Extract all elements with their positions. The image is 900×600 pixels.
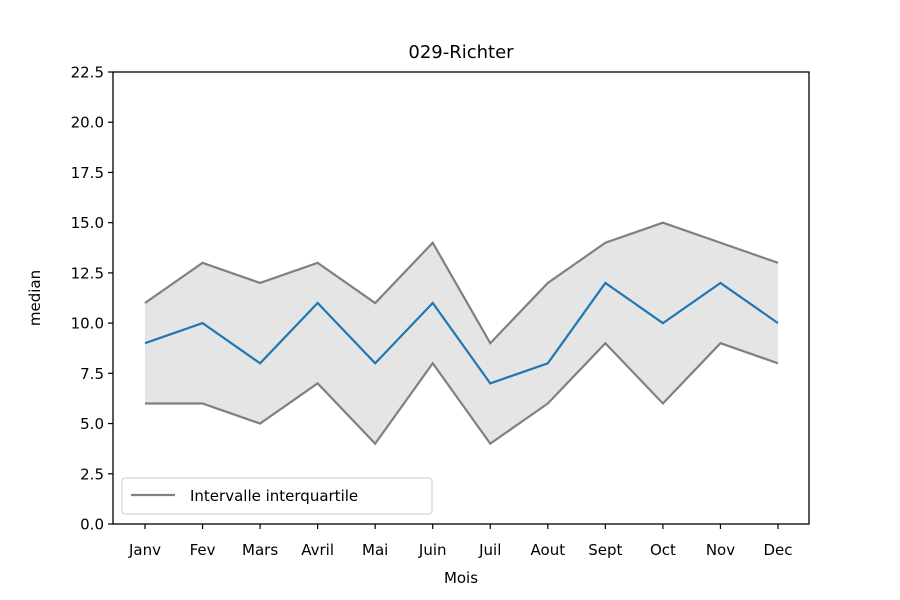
y-axis: 0.0 2.5 5.0 7.5 10.0 12.5 15.0 17.5 20.0 22.5 bbox=[71, 64, 113, 534]
y-tick-label: 20.0 bbox=[71, 114, 104, 132]
x-tick-label: Sept bbox=[588, 541, 622, 559]
legend-box bbox=[121, 477, 433, 515]
x-tick-label: Juin bbox=[418, 541, 447, 559]
y-tick-label: 10.0 bbox=[71, 315, 104, 333]
legend: Intervalle interquartile bbox=[121, 477, 433, 515]
iqr-upper-line bbox=[144, 221, 779, 346]
y-tick-label: 22.5 bbox=[71, 64, 104, 82]
x-tick-label: Juil bbox=[478, 541, 501, 559]
x-tick-label: Mai bbox=[362, 541, 388, 559]
x-tick-label: Mars bbox=[242, 541, 278, 559]
y-axis-title: median bbox=[26, 270, 44, 326]
y-tick-label: 2.5 bbox=[80, 465, 104, 483]
x-tick-label: Dec bbox=[763, 541, 792, 559]
x-tick-label: Nov bbox=[706, 541, 735, 559]
legend-label: Intervalle interquartile bbox=[190, 487, 358, 505]
median-series-line bbox=[144, 281, 779, 385]
x-tick-label: Fev bbox=[190, 541, 216, 559]
x-axis: Janv Fev Mars Avril Mai Juin Juil Aout Sept Oct No… bbox=[128, 524, 793, 559]
y-tick-label: 7.5 bbox=[80, 365, 104, 383]
y-tick-label: 5.0 bbox=[80, 415, 104, 433]
y-tick-label: 12.5 bbox=[71, 264, 104, 282]
x-axis-title: Mois bbox=[444, 569, 478, 587]
x-tick-label: Avril bbox=[301, 541, 334, 559]
plot-area-frame bbox=[112, 71, 810, 525]
iqr-band-fill bbox=[145, 222, 778, 444]
iqr-lower-line bbox=[145, 341, 779, 446]
chart-title: 029-Richter bbox=[408, 42, 514, 63]
x-tick-label: Aout bbox=[531, 541, 566, 559]
x-tick-label: Janv bbox=[128, 541, 161, 559]
x-tick-label: Oct bbox=[650, 541, 676, 559]
y-tick-label: 0.0 bbox=[80, 516, 104, 534]
series-layer bbox=[144, 281, 779, 385]
y-tick-label: 17.5 bbox=[71, 164, 104, 182]
iqr-band bbox=[144, 221, 779, 446]
y-tick-label: 15.0 bbox=[71, 214, 104, 232]
